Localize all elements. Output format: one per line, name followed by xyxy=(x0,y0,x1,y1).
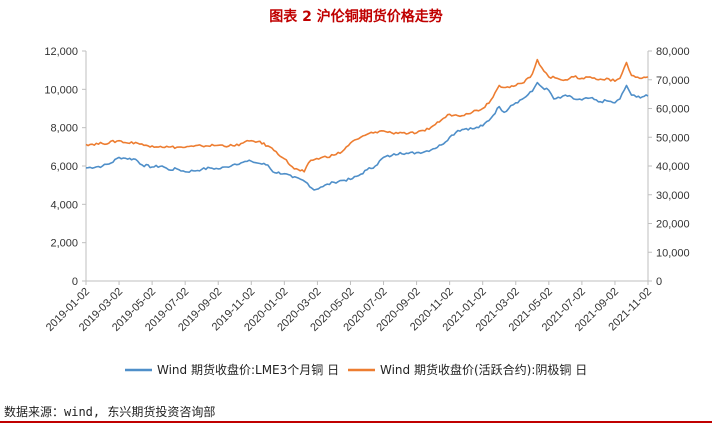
bottom-rule xyxy=(0,421,712,423)
right-tick-label: 50,000 xyxy=(656,132,690,144)
left-tick-label: 12,000 xyxy=(44,46,78,58)
right-tick-label: 10,000 xyxy=(656,247,690,259)
right-tick-label: 40,000 xyxy=(656,161,690,173)
left-tick-label: 2,000 xyxy=(50,238,78,250)
left-tick-label: 0 xyxy=(72,276,78,288)
left-tick-label: 6,000 xyxy=(50,161,78,173)
series-line-shfe xyxy=(85,58,649,173)
legend-label-lme: Wind 期货收盘价:LME3个月铜 日 xyxy=(157,362,339,377)
x-axis-ticks: 2019-01-022019-03-022019-05-022019-07-02… xyxy=(44,281,654,334)
right-tick-label: 0 xyxy=(656,276,662,288)
right-tick-label: 30,000 xyxy=(656,190,690,202)
data-source-note: 数据来源：wind, 东兴期货投资咨询部 xyxy=(4,405,216,419)
plot-area xyxy=(85,51,649,282)
legend: Wind 期货收盘价:LME3个月铜 日 Wind 期货收盘价(活跃合约):阴极… xyxy=(125,362,587,377)
left-axis-ticks: 0 2,000 4,000 6,000 8,000 10,000 12,000 xyxy=(44,46,86,288)
left-tick-label: 10,000 xyxy=(44,84,78,96)
chart-title: 图表 2 沪伦铜期货价格走势 xyxy=(269,9,443,25)
right-tick-label: 60,000 xyxy=(656,104,690,116)
legend-label-shfe: Wind 期货收盘价(活跃合约):阴极铜 日 xyxy=(380,362,587,377)
left-tick-label: 4,000 xyxy=(50,199,78,211)
left-tick-label: 8,000 xyxy=(50,123,78,135)
series-line-lme xyxy=(85,81,649,191)
right-axis-ticks: 0 10,000 20,000 30,000 40,000 50,000 60,000 70,… xyxy=(648,46,690,288)
right-tick-label: 70,000 xyxy=(656,75,690,87)
right-tick-label: 20,000 xyxy=(656,219,690,231)
series-lines xyxy=(85,58,649,191)
right-tick-label: 80,000 xyxy=(656,46,690,58)
